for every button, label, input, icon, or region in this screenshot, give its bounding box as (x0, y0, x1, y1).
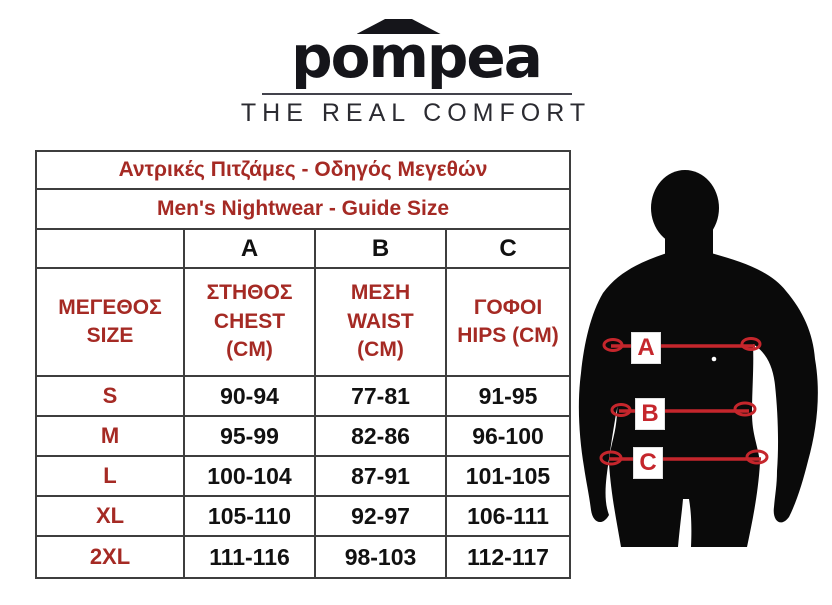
logo-text: pompea (291, 23, 543, 91)
diagram-label-c: C (633, 447, 663, 479)
waist-value: 87-91 (314, 455, 447, 497)
header-waist-line1: ΜΕΣΗ (350, 281, 411, 305)
torso-shape (578, 227, 818, 547)
waist-value: 77-81 (314, 375, 447, 417)
header-size-line2: SIZE (86, 324, 134, 347)
hips-value: 91-95 (444, 375, 572, 417)
waist-value: 92-97 (314, 495, 447, 537)
table-title-english: Men's Nightwear - Guide Size (34, 188, 572, 230)
hips-value: 106-111 (444, 495, 572, 537)
diagram-label-a: A (631, 332, 661, 364)
body-measurement-diagram: A B C (575, 163, 832, 605)
header-waist-line3: (CM) (357, 338, 404, 362)
empty-corner-cell (35, 228, 185, 269)
brand-logo: pompea (0, 0, 832, 86)
table-row-title-greek: Αντρικές Πιτζάμες - Οδηγός Μεγεθών (34, 150, 572, 190)
diagram-label-b: B (635, 398, 665, 430)
header-chest-line1: ΣΤΗΘΟΣ (206, 281, 293, 305)
logo-wordmark: pompea (291, 19, 543, 86)
header-chest: ΣΤΗΘΟΣ CHEST (CM) (183, 267, 316, 377)
header-hips-line1: ΓΟΦΟΙ (473, 295, 543, 319)
letter-a-cell: A (183, 228, 316, 269)
chest-value: 90-94 (183, 375, 316, 417)
header-hips: ΓΟΦΟΙ HIPS (CM) (444, 267, 572, 377)
size-label: XL (35, 495, 185, 537)
hips-value: 101-105 (444, 455, 572, 497)
chest-value: 111-116 (183, 535, 316, 579)
table-row-size-m: M 95-99 82-86 96-100 (35, 415, 572, 457)
header-chest-line2: CHEST (213, 309, 286, 333)
header-waist-line2: WAIST (347, 309, 414, 333)
chest-value: 95-99 (183, 415, 316, 457)
letter-b-cell: B (314, 228, 447, 269)
hips-value: 112-117 (444, 535, 572, 579)
waist-value: 82-86 (314, 415, 447, 457)
hips-value: 96-100 (444, 415, 572, 457)
size-label: 2XL (35, 535, 185, 579)
table-row-size-xl: XL 105-110 92-97 106-111 (35, 495, 572, 537)
table-row-measure-letters: A B C (35, 228, 572, 269)
table-title-greek: Αντρικές Πιτζάμες - Οδηγός Μεγεθών (34, 150, 572, 190)
chest-value: 105-110 (183, 495, 316, 537)
table-row-size-2xl: 2XL 111-116 98-103 112-117 (35, 535, 572, 579)
waist-value: 98-103 (314, 535, 447, 579)
header-size: ΜΕΓΕΘΟΣ SIZE (35, 267, 185, 377)
table-row-size-s: S 90-94 77-81 91-95 (35, 375, 572, 417)
header-waist: ΜΕΣΗ WAIST (CM) (314, 267, 447, 377)
logo-divider (262, 93, 572, 95)
brand-tagline: THE REAL COMFORT (240, 99, 592, 127)
male-body-silhouette-icon (578, 170, 818, 547)
size-label: S (35, 375, 185, 417)
size-table: Αντρικές Πιτζάμες - Οδηγός Μεγεθών Men's… (34, 150, 572, 579)
header-size-line1: ΜΕΓΕΘΟΣ (58, 295, 162, 319)
table-row-column-headers: ΜΕΓΕΘΟΣ SIZE ΣΤΗΘΟΣ CHEST (CM) ΜΕΣΗ WAIS… (35, 267, 572, 377)
header-chest-line3: (CM) (226, 338, 273, 362)
chest-value: 100-104 (183, 455, 316, 497)
letter-c-cell: C (444, 228, 572, 269)
size-label: M (35, 415, 185, 457)
table-row-title-english: Men's Nightwear - Guide Size (34, 188, 572, 230)
size-label: L (35, 455, 185, 497)
table-row-size-l: L 100-104 87-91 101-105 (35, 455, 572, 497)
header-hips-line2: HIPS (CM) (457, 324, 559, 347)
chest-speck (711, 356, 717, 362)
